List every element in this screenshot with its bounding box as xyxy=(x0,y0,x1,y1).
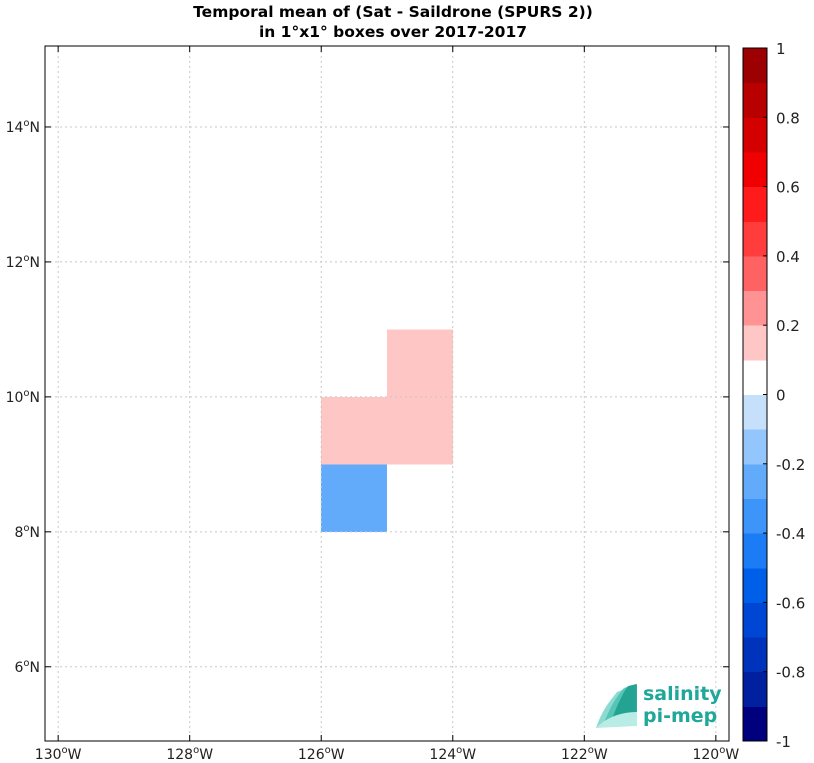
colorbar-bin-3 xyxy=(743,602,767,638)
colorbar-bin-17 xyxy=(743,117,767,153)
colorbar-bin-4 xyxy=(743,567,767,603)
plot-frame xyxy=(44,45,730,742)
x-tick-label-5: 120oW xyxy=(692,745,739,763)
x-tick-label-3: 124oW xyxy=(429,745,476,763)
heatmap-cell-2 xyxy=(387,329,453,397)
x-tick-label-0: 130oW xyxy=(35,745,82,763)
y-tick-label-3: 12oN xyxy=(6,253,40,271)
colorbar-bin-18 xyxy=(743,82,767,118)
colorbar-bin-6 xyxy=(743,498,767,534)
colorbar-bin-8 xyxy=(743,429,767,465)
colorbar-bin-19 xyxy=(743,48,767,84)
heatmap-cell-3 xyxy=(321,464,387,532)
logo-text-pimep: pi-mep xyxy=(643,705,717,727)
chart-title-line-1: Temporal mean of (Sat - Saildrone (SPURS… xyxy=(193,3,593,21)
heatmap-cell-1 xyxy=(387,396,453,465)
x-tick-label-2: 126oW xyxy=(298,745,345,763)
chart-title-line-2: in 1°x1° boxes over 2017-2017 xyxy=(259,23,527,41)
plot-area: 130oW 128oW 126oW 124oW 122oW 120oW 6oN 8oN 10oN… xyxy=(6,45,739,763)
logo-text-salinity: salinity xyxy=(643,683,722,705)
colorbar-bin-14 xyxy=(743,221,767,257)
colorbar-label-3: 0.4 xyxy=(776,248,800,266)
colorbar-label-4: 0.2 xyxy=(776,317,800,335)
colorbar-label-10: -1 xyxy=(776,733,791,751)
colorbar-bin-7 xyxy=(743,463,767,499)
colorbar-label-5: 0 xyxy=(776,387,786,405)
colorbar-bin-13 xyxy=(743,255,767,292)
logo-wave-icon xyxy=(596,684,637,728)
heatmap-cell-0 xyxy=(321,396,387,465)
colorbar-bin-2 xyxy=(743,637,767,673)
y-tick-label-1: 8oN xyxy=(14,523,40,541)
salinity-pimep-logo: salinity pi-mep xyxy=(596,683,722,728)
colorbar-label-7: -0.4 xyxy=(776,525,805,543)
colorbar-bin-1 xyxy=(743,671,767,707)
colorbar-bin-16 xyxy=(743,151,767,188)
colorbar-bin-11 xyxy=(743,325,767,361)
colorbar-label-6: -0.2 xyxy=(776,456,805,474)
y-tick-label-0: 6oN xyxy=(14,658,40,676)
colorbar-label-2: 0.6 xyxy=(776,179,800,197)
colorbar-label-8: -0.6 xyxy=(776,594,805,612)
colorbar: 1 0.8 0.6 0.4 0.2 0 -0.2 -0.4 -0.6 -0.8 -1 xyxy=(742,40,805,751)
colorbar-bin-12 xyxy=(743,290,767,326)
y-tick-label-4: 14oN xyxy=(6,118,40,136)
x-tick-label-4: 122oW xyxy=(561,745,608,763)
colorbar-label-0: 1 xyxy=(776,40,786,58)
colorbar-bin-0 xyxy=(743,706,767,742)
colorbar-bin-15 xyxy=(743,186,767,222)
colorbar-bin-9 xyxy=(743,394,767,430)
colorbar-bin-10 xyxy=(743,359,767,395)
y-tick-label-2: 10oN xyxy=(6,388,40,406)
colorbar-label-1: 0.8 xyxy=(776,109,800,127)
colorbar-bin-5 xyxy=(743,533,767,569)
x-tick-label-1: 128oW xyxy=(166,745,213,763)
colorbar-label-9: -0.8 xyxy=(776,664,805,682)
